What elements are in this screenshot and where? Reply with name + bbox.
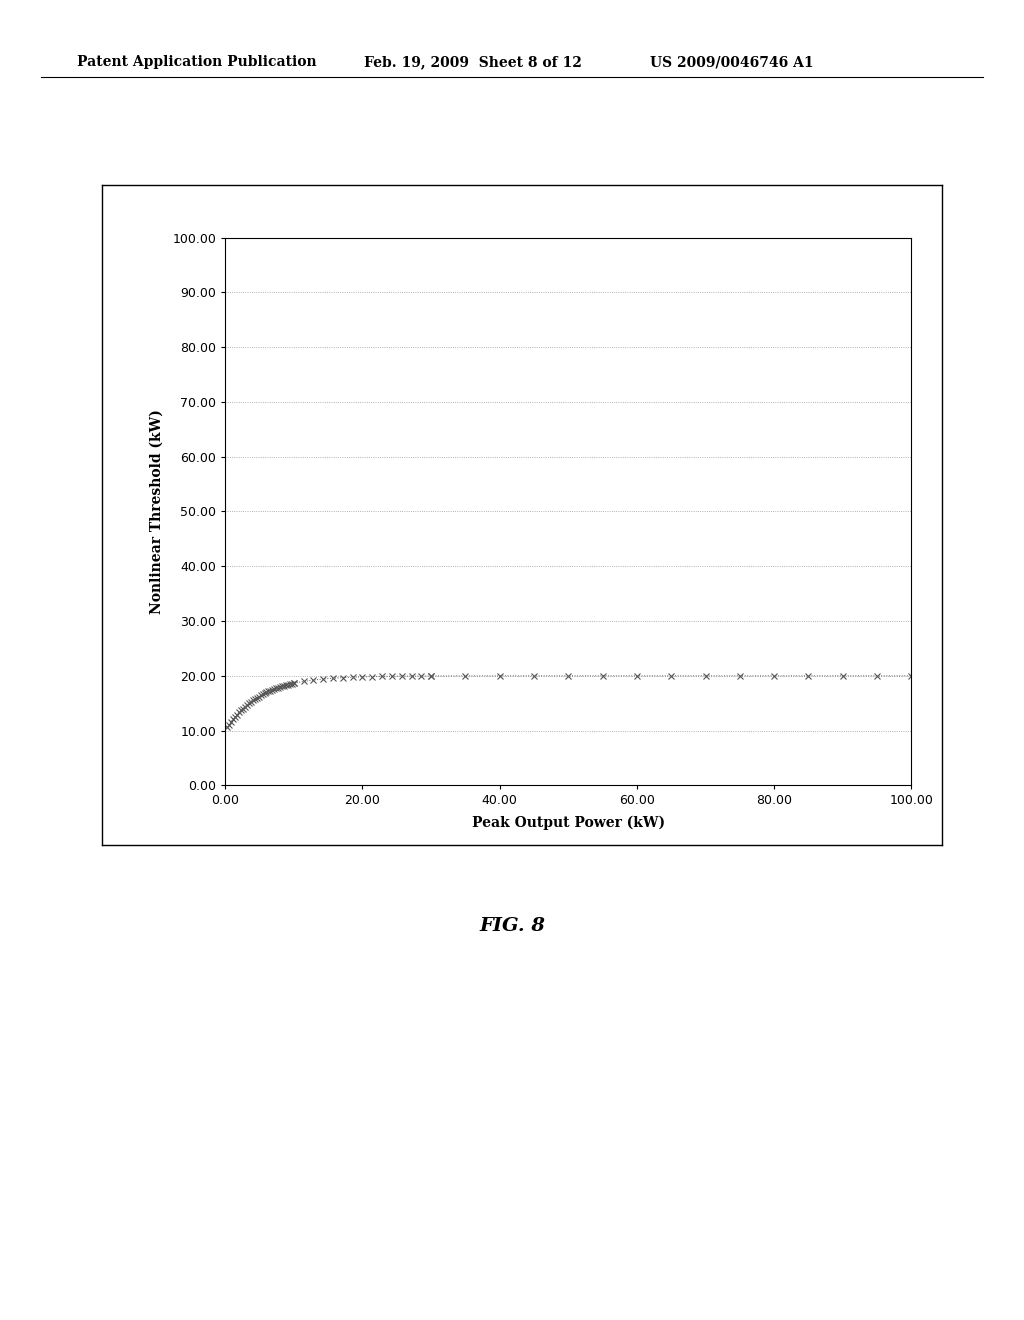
Y-axis label: Nonlinear Threshold (kW): Nonlinear Threshold (kW): [151, 409, 164, 614]
Text: Feb. 19, 2009  Sheet 8 of 12: Feb. 19, 2009 Sheet 8 of 12: [364, 55, 582, 70]
Text: US 2009/0046746 A1: US 2009/0046746 A1: [650, 55, 814, 70]
X-axis label: Peak Output Power (kW): Peak Output Power (kW): [472, 816, 665, 830]
Text: Patent Application Publication: Patent Application Publication: [77, 55, 316, 70]
Text: FIG. 8: FIG. 8: [479, 917, 545, 936]
